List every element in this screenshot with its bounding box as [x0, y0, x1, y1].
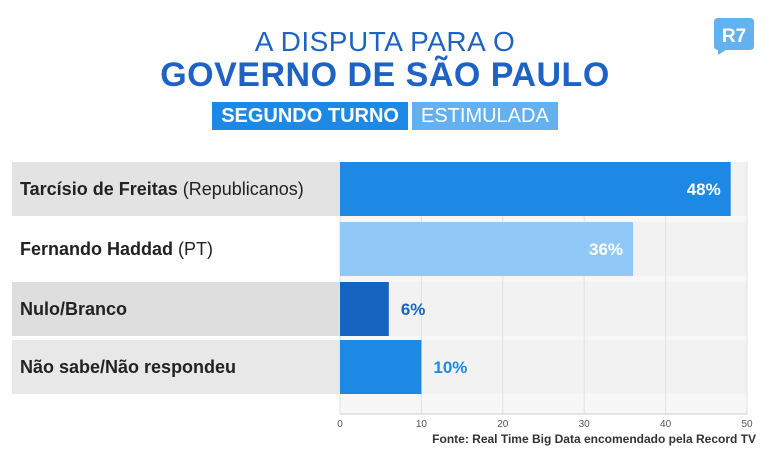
value-label: 36%: [589, 240, 623, 259]
pill-estimulada: ESTIMULADA: [411, 102, 558, 130]
category-label: Tarcísio de Freitas (Republicanos): [20, 179, 304, 199]
x-tick-label: 10: [416, 419, 428, 430]
bar: [340, 282, 389, 336]
category-label: Nulo/Branco: [20, 299, 127, 319]
title-line-1: A DISPUTA PARA O: [254, 26, 516, 57]
value-label: 48%: [687, 180, 721, 199]
r7-logo-icon: R7: [714, 18, 754, 55]
subtitle-pills: SEGUNDO TURNO ESTIMULADA: [0, 102, 770, 130]
x-tick-label: 40: [660, 419, 672, 430]
title-line-2: GOVERNO DE SÃO PAULO: [160, 56, 610, 94]
value-label: 10%: [433, 358, 467, 377]
category-label: Não sabe/Não respondeu: [20, 357, 236, 377]
logo-text: R7: [722, 26, 746, 47]
label-background: [12, 222, 340, 276]
pill-segundo-turno: SEGUNDO TURNO: [212, 102, 408, 130]
value-label: 6%: [401, 300, 426, 319]
label-background: [12, 282, 340, 336]
category-label: Fernando Haddad (PT): [20, 239, 213, 259]
x-tick-label: 20: [497, 419, 509, 430]
bar: [340, 222, 634, 276]
bar: [340, 162, 731, 216]
x-tick-label: 50: [741, 419, 753, 430]
label-background: [12, 340, 340, 394]
source-note: Fonte: Real Time Big Data encomendado pe…: [432, 432, 756, 446]
label-background: [12, 162, 340, 216]
row-track: [340, 282, 747, 336]
x-tick-label: 0: [337, 419, 343, 430]
logo-bubble: [714, 18, 754, 55]
bar: [340, 340, 422, 394]
x-tick-label: 30: [579, 419, 591, 430]
